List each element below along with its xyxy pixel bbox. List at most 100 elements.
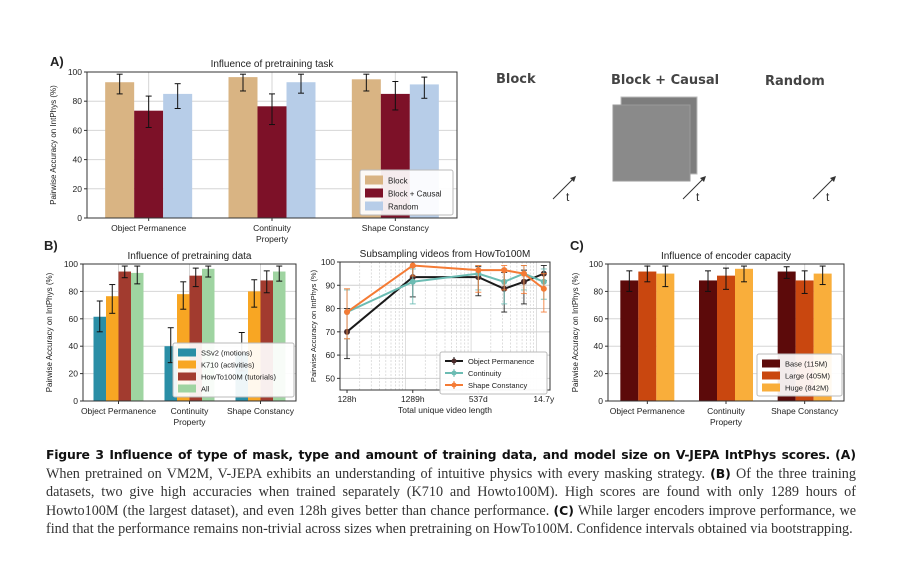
- legend-box: [439, 351, 548, 395]
- legend-swatch: [365, 201, 383, 211]
- causal-mask-front-frame: [612, 104, 691, 182]
- x-tick-label: Shape Constancy: [227, 406, 295, 416]
- y-tick-label: 20: [73, 184, 83, 194]
- data-point: [501, 267, 508, 274]
- legend-label: Continuity: [468, 369, 502, 378]
- y-tick-label: 60: [326, 350, 336, 360]
- plot-frame: [86, 71, 458, 219]
- legend-swatch: [178, 348, 196, 357]
- y-tick-label: 60: [73, 125, 83, 135]
- bar: [286, 82, 316, 218]
- legend-label: Object Permanence: [468, 357, 534, 366]
- y-tick-label: 100: [321, 257, 335, 267]
- legend-label: HowTo100M (tutorials): [201, 373, 277, 382]
- time-label: t: [566, 190, 570, 204]
- y-tick-label: 50: [326, 373, 336, 383]
- caption-tag-b: (B): [710, 465, 731, 481]
- panel-label: A): [50, 54, 64, 69]
- mask-diagram: Block Block + Causal Random t t t: [480, 60, 860, 210]
- x-tick-label: Object Permanence: [81, 406, 156, 416]
- mask-label-random: Random: [765, 74, 825, 89]
- time-label: t: [696, 190, 700, 204]
- y-tick-label: 80: [73, 96, 83, 106]
- y-tick-label: 70: [326, 327, 336, 337]
- series-line: [346, 272, 545, 333]
- figure-caption: Figure 3 Influence of type of mask, type…: [46, 446, 856, 539]
- x-tick-label: 14.7y: [533, 394, 555, 404]
- caption-text-b: Of the three training datasets, two give…: [46, 465, 856, 519]
- bar: [105, 82, 135, 218]
- x-tick-label: Shape Constancy: [362, 223, 430, 233]
- y-tick-label: 80: [326, 304, 336, 314]
- y-axis-label: Pairwise Accuracy on IntPhys (%): [571, 272, 580, 392]
- y-axis-label: Pairwise Accuracy on IntPhys (%): [49, 85, 58, 205]
- bar: [228, 77, 258, 218]
- x-tick-label: Continuity: [253, 223, 292, 233]
- x-tick-label: 537d: [469, 394, 488, 404]
- y-tick-label: 0: [598, 396, 603, 406]
- data-point: [409, 278, 416, 285]
- legend: Object Permanence Continuity Shape Constan…: [439, 351, 548, 395]
- data-point: [475, 267, 482, 274]
- chart-panel-subsampling: Subsampling videos from HowTo100M 50 60 70 8…: [309, 249, 555, 415]
- legend: Base (115M) Large (405M) Huge (842M): [756, 353, 843, 397]
- legend-marker: [451, 382, 457, 388]
- chart-title: Subsampling videos from HowTo100M: [360, 249, 531, 260]
- y-tick-label: 60: [594, 314, 604, 324]
- legend-label: Random: [388, 203, 419, 212]
- mask-label-block: Block: [496, 72, 536, 87]
- legend-swatch: [762, 371, 780, 380]
- y-tick-label: 100: [68, 67, 82, 77]
- legend-swatch: [762, 359, 780, 368]
- legend-label: All: [201, 385, 210, 394]
- legend-label: Large (405M): [785, 372, 831, 381]
- arrow-head-icon: [570, 176, 576, 182]
- bar: [656, 273, 675, 401]
- y-tick-label: 40: [594, 341, 604, 351]
- y-tick-label: 90: [326, 280, 336, 290]
- bar: [93, 316, 106, 401]
- legend-marker: [451, 370, 457, 376]
- line-series: [344, 264, 547, 360]
- legend-swatch: [178, 372, 196, 381]
- x-axis-label: Property: [256, 234, 289, 244]
- y-tick-label: 0: [73, 396, 78, 406]
- y-tick-label: 60: [69, 314, 79, 324]
- data-point: [409, 262, 416, 269]
- caption-text-a: When pretrained on VM2M, V-JEPA exhibits…: [46, 465, 711, 482]
- plot-frame: [82, 263, 297, 402]
- time-axis-block: t: [552, 176, 576, 204]
- bar: [106, 296, 119, 401]
- legend-label: SSv2 (motions): [201, 349, 253, 358]
- chart-panel-a: A) Influence of pretraining task 0 20 40 60 80…: [49, 54, 458, 244]
- legend-swatch: [762, 383, 780, 392]
- x-tick-label: 1289h: [401, 394, 425, 404]
- y-tick-label: 100: [589, 259, 603, 269]
- chart-title: Influence of encoder capacity: [661, 251, 791, 262]
- legend-box: [172, 342, 295, 398]
- bar: [699, 280, 717, 401]
- chart-title: Influence of pretraining data: [128, 251, 252, 262]
- bar: [163, 93, 193, 218]
- legend-label: Block: [388, 177, 409, 186]
- bar: [134, 110, 164, 218]
- x-tick-label: Object Permanence: [111, 223, 186, 233]
- time-axis-block-causal: t: [682, 176, 706, 204]
- y-tick-label: 0: [77, 213, 82, 223]
- bar: [118, 271, 131, 401]
- bar: [620, 280, 639, 401]
- y-tick-label: 80: [69, 286, 79, 296]
- chart-title: Influence of pretraining task: [211, 59, 335, 70]
- chart-panel-b: B) Influence of pretraining data 0 20 40 60 80…: [44, 238, 297, 427]
- bar: [131, 272, 144, 401]
- caption-tag-c: (C): [553, 502, 574, 518]
- panel-label: B): [44, 238, 58, 253]
- data-point: [540, 285, 547, 292]
- legend-box: [359, 169, 454, 216]
- caption-heading: Figure 3 Influence of type of mask, type…: [46, 447, 831, 462]
- x-tick-label: Shape Constancy: [771, 406, 839, 416]
- legend-swatch: [178, 360, 196, 369]
- legend-label: K710 (activities): [201, 361, 255, 370]
- y-tick-label: 80: [594, 286, 604, 296]
- data-point: [520, 270, 527, 277]
